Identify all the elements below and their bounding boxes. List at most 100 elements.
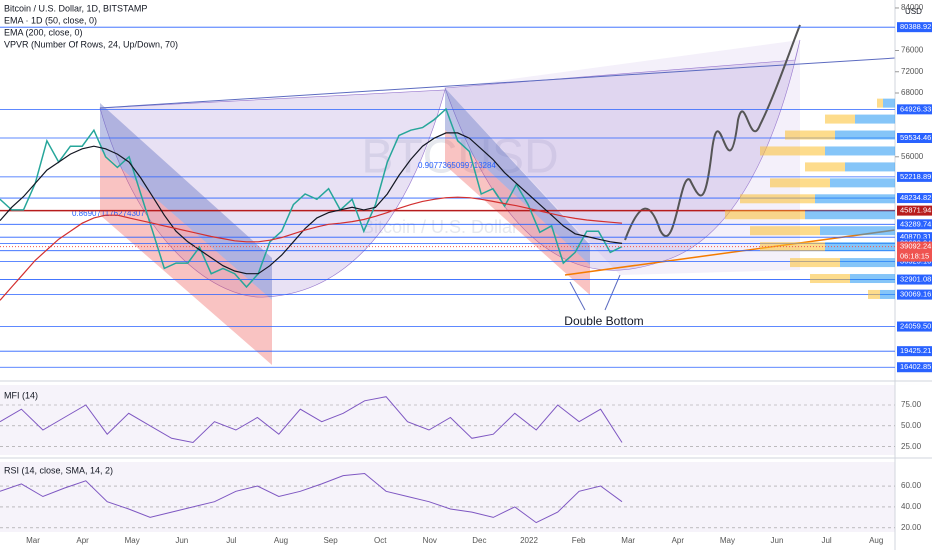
vpvr-up xyxy=(835,130,895,140)
trendline xyxy=(99,57,896,109)
y-tick-label: 72000 xyxy=(901,67,924,76)
y-tick-label: 76000 xyxy=(901,46,924,55)
level-label: 19425.21 xyxy=(900,346,931,355)
y-tick-label: 56000 xyxy=(901,152,924,161)
vpvr-up xyxy=(815,194,895,204)
x-tick-label: Aug xyxy=(869,536,883,545)
x-tick-label: Mar xyxy=(26,536,40,545)
level-label: 40870.31 xyxy=(900,232,931,241)
level-label: 43289.74 xyxy=(900,219,931,228)
series-line xyxy=(0,107,623,289)
rsi-line xyxy=(0,472,623,524)
legend: Bitcoin / U.S. Dollar, 1D, BITSTAMP xyxy=(4,3,147,13)
level-label: 32901.08 xyxy=(900,275,931,284)
x-tick-label: May xyxy=(125,536,140,545)
x-tick-label: Nov xyxy=(423,536,437,545)
channel-down-2 xyxy=(445,130,590,295)
level-box xyxy=(897,219,932,230)
legend: EMA · 1D (50, close, 0) xyxy=(4,15,97,25)
x-tick-label: Jul xyxy=(821,536,831,545)
level-box xyxy=(897,321,932,332)
level-box xyxy=(897,171,932,182)
rsi-pane xyxy=(0,462,895,532)
level-box xyxy=(897,22,932,33)
level-label: 59534.46 xyxy=(900,133,931,142)
arrow xyxy=(604,274,621,311)
level-box xyxy=(897,346,932,357)
vpvr-up xyxy=(880,289,895,299)
annotation: Double Bottom xyxy=(564,314,643,328)
legend: VPVR (Number Of Rows, 24, Up/Down, 70) xyxy=(4,39,178,49)
watermark: BTCUSD xyxy=(361,131,558,184)
level-label: 52218.89 xyxy=(900,172,931,181)
vpvr-up xyxy=(840,258,895,268)
x-tick-label: Dec xyxy=(472,536,486,545)
x-tick-label: Feb xyxy=(572,536,586,545)
x-tick-label: Jul xyxy=(226,536,236,545)
level-label: 45871.94 xyxy=(900,206,931,215)
mfi-line xyxy=(0,396,623,444)
vpvr-up xyxy=(825,146,895,156)
vpvr-down xyxy=(770,178,830,188)
x-tick-label: 2022 xyxy=(520,536,538,545)
level-box xyxy=(897,205,932,216)
level-label: 64926.33 xyxy=(900,104,931,113)
vpvr-up xyxy=(830,178,895,188)
vpvr-up xyxy=(855,114,895,124)
vpvr-up xyxy=(883,98,895,108)
y-tick-label: 20.00 xyxy=(901,523,922,532)
level-box xyxy=(897,274,932,285)
cup-1 xyxy=(99,89,446,298)
vpvr-down xyxy=(740,194,815,204)
pane-title: RSI (14, close, SMA, 14, 2) xyxy=(4,465,113,475)
x-tick-label: Oct xyxy=(374,536,387,545)
y-tick-label: 68000 xyxy=(901,88,924,97)
fib-label: 0.9077365099713284 xyxy=(418,161,496,170)
vpvr-down xyxy=(877,98,883,108)
x-tick-label: May xyxy=(720,536,735,545)
vpvr-up xyxy=(825,242,895,252)
vpvr-down xyxy=(760,146,825,156)
vpvr-up xyxy=(850,274,895,284)
vpvr-down xyxy=(790,258,840,268)
level-box xyxy=(897,132,932,143)
last-price-box xyxy=(897,241,932,262)
level-label: 24059.50 xyxy=(900,322,931,331)
vpvr-up xyxy=(820,226,895,236)
x-tick-label: Jun xyxy=(771,536,784,545)
x-tick-label: Sep xyxy=(323,536,338,545)
countdown: 06:18:15 xyxy=(900,252,929,261)
x-tick-label: Jun xyxy=(175,536,188,545)
level-box xyxy=(897,104,932,115)
currency: USD xyxy=(905,7,922,16)
level-box xyxy=(897,289,932,300)
y-tick-label: 50.00 xyxy=(901,421,922,430)
y-tick-label: 25.00 xyxy=(901,442,922,451)
vpvr-down xyxy=(868,289,880,299)
vpvr-down xyxy=(805,162,845,172)
level-label: 30069.16 xyxy=(900,290,931,299)
x-tick-label: Apr xyxy=(76,536,89,545)
x-tick-label: Mar xyxy=(621,536,635,545)
vpvr-down xyxy=(750,226,820,236)
projection xyxy=(624,24,801,241)
x-tick-label: Apr xyxy=(672,536,685,545)
cup-2-fill xyxy=(445,40,800,275)
vpvr-down xyxy=(810,274,850,284)
vpvr-up xyxy=(805,210,895,220)
vpvr-down xyxy=(825,114,855,124)
y-tick-label: 84000 xyxy=(901,3,924,12)
pane-title: MFI (14) xyxy=(4,390,38,400)
series-line xyxy=(0,132,623,275)
vpvr-down xyxy=(785,130,835,140)
y-tick-label: 75.00 xyxy=(901,400,922,409)
level-label: 16402.85 xyxy=(900,362,931,371)
level-box xyxy=(897,362,932,373)
y-tick-label: 60.00 xyxy=(901,481,922,490)
vpvr-down xyxy=(725,210,805,220)
legend: EMA (200, close, 0) xyxy=(4,27,83,37)
arrow xyxy=(569,281,586,311)
level-box xyxy=(897,193,932,204)
x-tick-label: Aug xyxy=(274,536,288,545)
